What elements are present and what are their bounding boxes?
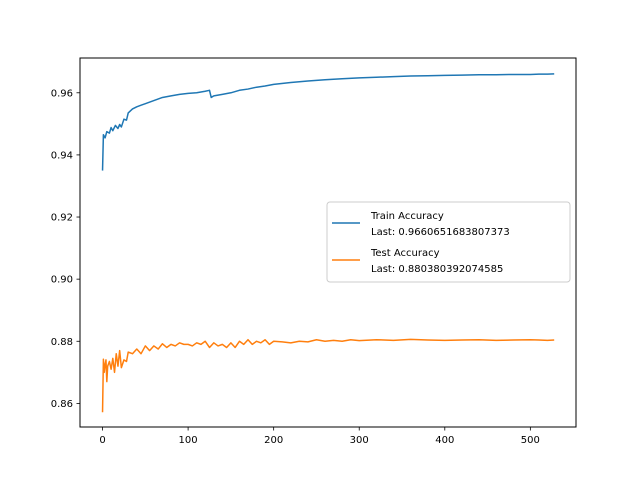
plot-area	[101, 73, 555, 413]
series-line-test-accuracy	[101, 338, 555, 413]
series-line-train-accuracy	[101, 73, 555, 171]
legend-label-test: Test Accuracy	[370, 248, 440, 259]
x-tick-label: 100	[179, 435, 198, 446]
y-tick-label: 0.88	[51, 337, 73, 348]
legend-box	[326, 201, 571, 283]
legend-last-test: Last: 0.880380392074585	[371, 264, 503, 275]
y-tick-label: 0.92	[51, 213, 73, 224]
x-tick-label: 200	[264, 435, 283, 446]
axes-frame	[79, 57, 577, 428]
y-tick-label: 0.96	[51, 88, 73, 99]
y-tick-label: 0.86	[51, 399, 73, 410]
legend-last-train: Last: 0.9660651683807373	[371, 227, 510, 238]
y-tick-label: 0.90	[51, 275, 73, 286]
x-tick-label: 500	[521, 435, 540, 446]
x-tick-label: 300	[350, 435, 369, 446]
legend-label-train: Train Accuracy	[370, 211, 444, 222]
x-tick-label: 0	[99, 435, 105, 446]
y-axis: 0.86 0.88 0.90 0.92 0.94 0.96	[51, 88, 80, 410]
x-tick-label: 400	[435, 435, 454, 446]
legend: Train Accuracy Last: 0.9660651683807373 …	[326, 201, 571, 283]
axes: 0 100 200 300 400 500 0.86 0.88 0.90 0.92 0.94 0.9…	[51, 57, 577, 446]
x-axis: 0 100 200 300 400 500	[99, 427, 540, 446]
y-tick-label: 0.94	[51, 150, 73, 161]
